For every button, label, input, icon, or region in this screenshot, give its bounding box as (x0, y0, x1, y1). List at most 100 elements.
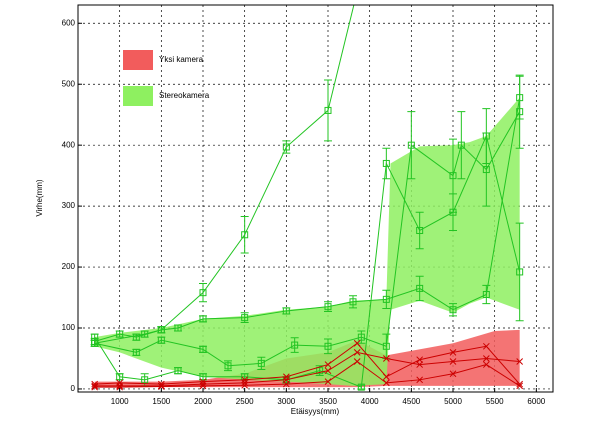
error-bar (407, 111, 416, 180)
marker (449, 306, 457, 314)
marker (324, 361, 332, 368)
marker (416, 361, 424, 368)
marker (224, 362, 232, 370)
error-bar (457, 111, 466, 180)
marker (324, 367, 332, 375)
y-tick-label: 600 (62, 18, 76, 27)
marker (157, 336, 165, 344)
marker (416, 284, 424, 292)
y-tick-label: 100 (62, 323, 76, 332)
marker (116, 330, 124, 338)
marker (132, 348, 140, 356)
marker (282, 143, 290, 151)
marker (449, 208, 457, 216)
marker (482, 290, 490, 298)
marker (416, 226, 424, 234)
marker (199, 345, 207, 353)
series-line (94, 134, 521, 388)
marker (382, 295, 390, 303)
marker (382, 373, 390, 381)
marker (482, 166, 490, 174)
area (94, 97, 520, 386)
marker (482, 361, 490, 368)
error-bar (482, 108, 491, 164)
error-bar (324, 338, 332, 355)
legend-swatch (123, 86, 153, 106)
legend-swatch (123, 50, 153, 70)
marker (516, 380, 524, 388)
marker (516, 268, 524, 276)
marker (324, 303, 332, 311)
marker (482, 132, 490, 140)
y-tick-label: 400 (62, 140, 76, 149)
marker (457, 141, 465, 149)
marker (353, 339, 361, 347)
x-tick-label: 1500 (152, 397, 170, 406)
axes-box (77, 4, 554, 393)
marker (157, 326, 165, 334)
marker (353, 349, 361, 356)
marker (382, 342, 390, 350)
error-bar (199, 283, 207, 303)
y-tick-label: 200 (62, 262, 76, 271)
marker (516, 382, 524, 390)
marker (257, 359, 265, 367)
marker (482, 355, 490, 362)
error-bar (324, 79, 332, 142)
marker (141, 376, 149, 384)
error-bar (357, 330, 366, 344)
marker (357, 383, 365, 391)
marker (199, 315, 207, 323)
x-tick-label: 3000 (277, 397, 295, 406)
error-bar (349, 295, 357, 309)
marker (482, 342, 490, 350)
marker (241, 314, 249, 322)
marker (199, 382, 207, 390)
marker (449, 358, 457, 365)
marker (291, 341, 299, 349)
marker (241, 231, 249, 239)
marker (91, 382, 99, 390)
error-bar (449, 303, 457, 317)
marker (174, 324, 182, 332)
marker (449, 172, 457, 180)
error-bar (449, 193, 457, 231)
marker (91, 333, 99, 341)
x-tick-label: 4500 (402, 397, 420, 406)
y-axis-label: Virhe(mm) (35, 179, 44, 217)
marker (116, 383, 124, 391)
marker (316, 367, 324, 375)
y-tick-label: 500 (62, 79, 76, 88)
x-tick-label: 1000 (111, 397, 129, 406)
marker (282, 373, 290, 381)
y-tick-label: 300 (62, 201, 76, 210)
marker (382, 159, 390, 167)
ticks: 1000 1500 2000 2500 3000 3500 4000 4500 5000 5500… (62, 18, 546, 406)
marker (353, 358, 361, 365)
marker (382, 355, 390, 362)
marker (324, 378, 332, 385)
legend-label: Stereokamera (159, 91, 210, 100)
marker (116, 382, 124, 390)
marker (241, 381, 249, 389)
x-tick-label: 2500 (236, 397, 254, 406)
marker (132, 333, 140, 341)
x-tick-label: 4000 (361, 397, 379, 406)
error-bar (240, 215, 249, 254)
legend-label: Yksi kamera (159, 55, 204, 64)
marker (116, 373, 124, 381)
marker (416, 356, 424, 364)
error-bar (382, 147, 391, 180)
y-tick-label: 0 (71, 384, 76, 393)
error-bar (482, 284, 491, 305)
marker (199, 289, 207, 297)
marker (241, 376, 249, 384)
marker (516, 108, 524, 116)
marker (416, 376, 424, 384)
error-bar (415, 211, 424, 250)
legend: Yksi kamera Stereokamera (123, 50, 210, 106)
marker (407, 141, 415, 149)
marker (449, 349, 457, 356)
marker (324, 106, 332, 114)
